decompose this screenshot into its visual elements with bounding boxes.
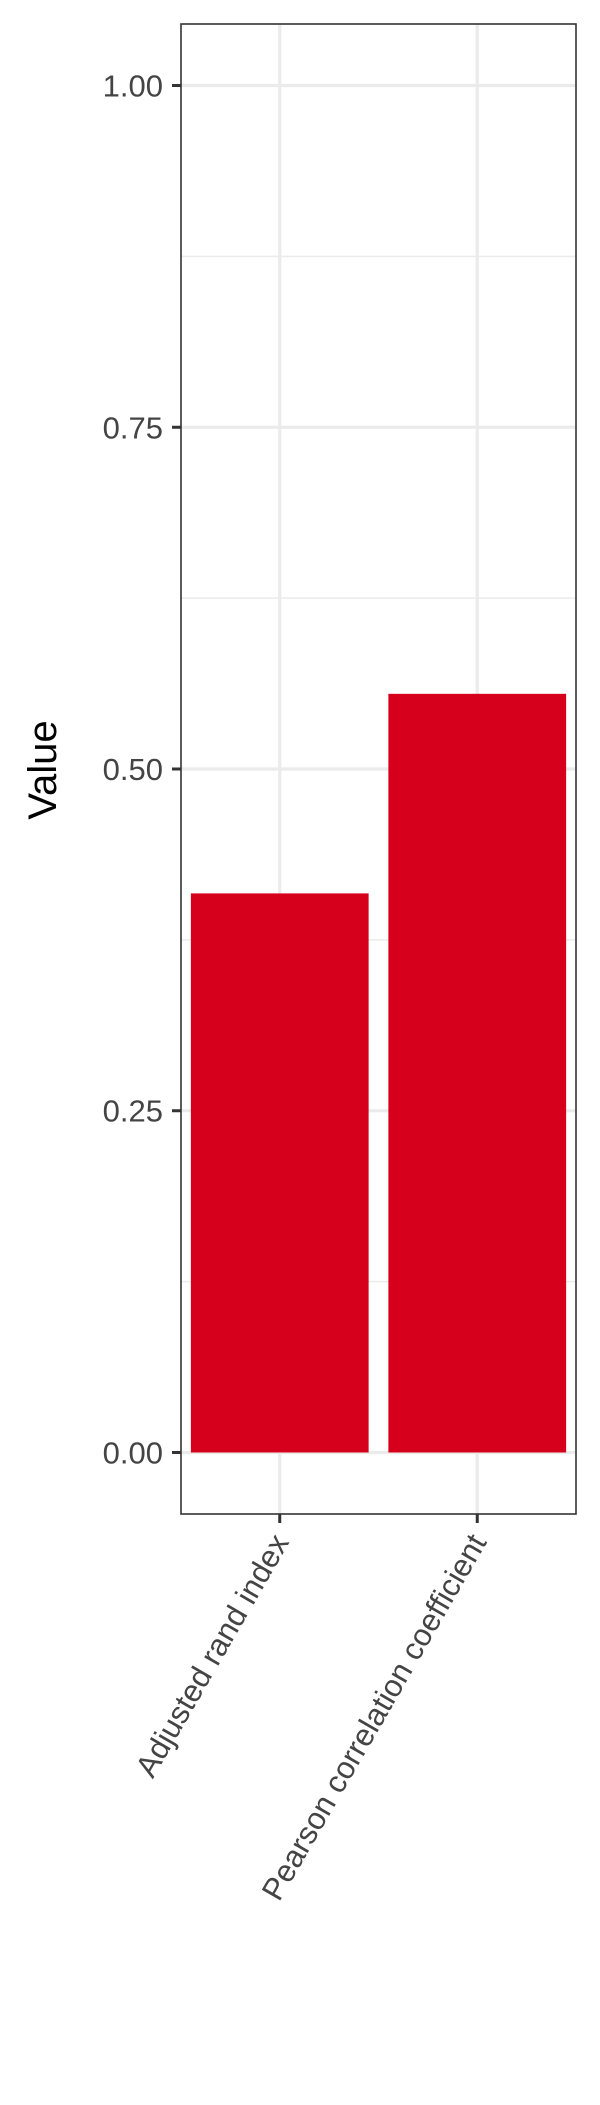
y-tick-label: 0.25: [103, 1094, 163, 1129]
y-tick-label: 1.00: [103, 69, 163, 104]
y-tick-label: 0.75: [103, 410, 163, 445]
y-tick-label: 0.00: [103, 1435, 163, 1470]
y-tick-label: 0.50: [103, 752, 163, 787]
bar: [190, 893, 369, 1453]
bars-layer: [190, 693, 567, 1453]
y-axis-title: Value: [21, 720, 65, 819]
x-tick-label: Pearson correlation coefficient: [255, 1528, 494, 1906]
bar: [388, 693, 567, 1453]
x-tick-label: Adjusted rand index: [128, 1528, 296, 1783]
y-axis: 0.00 0.25 0.50 0.75 1.00: [103, 69, 181, 1470]
